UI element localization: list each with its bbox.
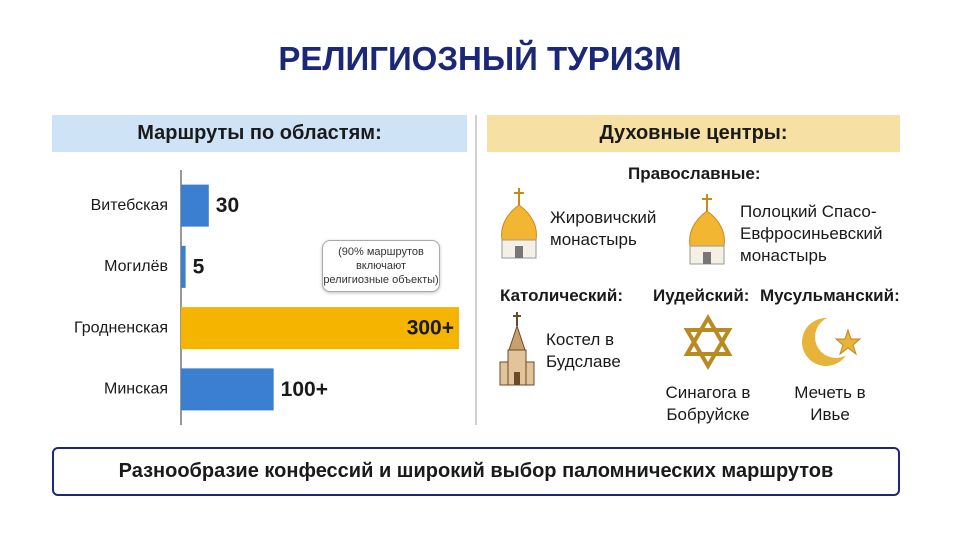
group-label: Православные: xyxy=(628,164,761,183)
muslim-icon xyxy=(802,316,862,366)
center-name: Мечеть в Ивье xyxy=(794,383,866,424)
orthodox-icon xyxy=(501,188,537,259)
value-label: 30 xyxy=(216,194,239,217)
value-label: 5 xyxy=(193,255,205,278)
category-label: Гродненская xyxy=(74,319,168,336)
catholic-icon xyxy=(499,312,535,386)
group-label: Католический: xyxy=(500,286,623,305)
group-label: Мусульманский: xyxy=(760,286,900,305)
bar xyxy=(181,245,186,288)
value-label: 300+ xyxy=(407,317,454,340)
panel-title: Духовные центры: xyxy=(599,122,788,144)
chart-title: Маршруты по областям: xyxy=(137,122,382,144)
center-name: Костел в Будславе xyxy=(546,330,621,371)
panel-band xyxy=(487,115,900,152)
bar xyxy=(181,368,274,411)
jewish-icon xyxy=(683,314,733,370)
center-name: Синагога в Бобруйске xyxy=(665,383,751,424)
slide-title: РЕЛИГИОЗНЫЙ ТУРИЗМ xyxy=(278,40,682,77)
center-name: Полоцкий Спасо-Евфросиньевский монастырь xyxy=(740,202,883,265)
category-label: Могилёв xyxy=(104,258,168,275)
group-label: Иудейский: xyxy=(653,286,750,305)
annotation: (90% маршрутов включают религиозные объе… xyxy=(322,240,440,292)
value-label: 100+ xyxy=(281,378,328,401)
category-label: Витебская xyxy=(91,197,168,214)
footer-box: Разнообразие конфессий и широкий выбор п… xyxy=(52,447,900,496)
bar xyxy=(181,184,209,227)
panel-band xyxy=(52,115,467,152)
orthodox-icon xyxy=(689,194,725,265)
center-name: Жировичский монастырь xyxy=(550,208,657,249)
category-label: Минская xyxy=(104,381,168,398)
bar xyxy=(181,307,459,350)
